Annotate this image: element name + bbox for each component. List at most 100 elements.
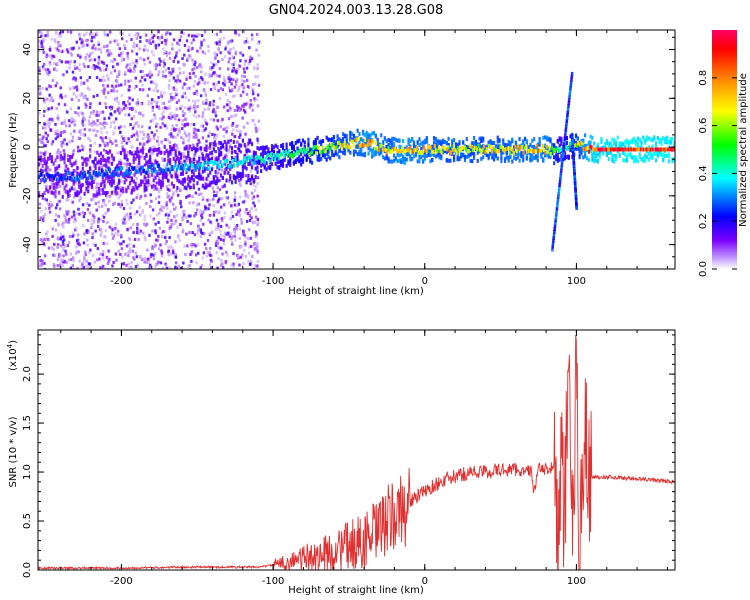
heatmap-noise-cell xyxy=(190,122,193,126)
heatmap-noise-cell xyxy=(167,83,171,87)
heatmap-halo-cell xyxy=(307,150,310,155)
heatmap-track-cell xyxy=(459,148,462,153)
heatmap-noise-cell xyxy=(160,35,164,39)
heatmap-streak-cell xyxy=(565,118,569,123)
heatmap-noise-cell xyxy=(113,126,117,130)
heatmap-track-cell xyxy=(190,162,193,167)
heatmap-halo-cell xyxy=(270,153,274,158)
heatmap-halo-cell xyxy=(456,156,459,161)
heatmap-noise-cell xyxy=(124,252,127,256)
heatmap-noise-cell xyxy=(48,210,52,214)
heatmap-track-cell xyxy=(492,146,495,151)
heatmap-noise-cell xyxy=(217,236,220,240)
heatmap-halo-cell xyxy=(591,135,594,140)
heatmap-noise-cell xyxy=(172,190,175,194)
heatmap-halo-cell xyxy=(489,151,492,156)
heatmap-halo-cell xyxy=(442,150,445,155)
heatmap-noise-cell xyxy=(242,86,245,90)
heatmap-noise-cell xyxy=(144,194,147,198)
heatmap-halo-cell xyxy=(247,148,250,153)
heatmap-noise-cell xyxy=(207,44,210,48)
heatmap-halo-cell xyxy=(644,138,647,143)
heatmap-noise-cell xyxy=(187,139,190,143)
heatmap-noise-cell xyxy=(48,206,51,210)
heatmap-track-cell xyxy=(222,162,225,167)
heatmap-halo-cell xyxy=(68,188,72,193)
heatmap-noise-cell xyxy=(143,62,147,66)
heatmap-noise-cell xyxy=(194,128,198,132)
heatmap-track-cell xyxy=(235,162,238,167)
heatmap-noise-cell xyxy=(192,183,195,187)
heatmap-noise-cell xyxy=(81,117,85,121)
heatmap-track-cell xyxy=(642,147,645,152)
heatmap-noise-cell xyxy=(43,213,47,217)
heatmap-noise-cell xyxy=(59,49,62,53)
heatmap-streak-cell xyxy=(564,124,568,129)
heatmap-halo-cell xyxy=(290,144,294,149)
heatmap-noise-cell xyxy=(191,195,194,199)
heatmap-halo-cell xyxy=(522,154,525,159)
heatmap-noise-cell xyxy=(126,99,130,103)
heatmap-halo-cell xyxy=(431,144,434,149)
heatmap-noise-cell xyxy=(154,229,157,233)
heatmap-noise-cell xyxy=(235,108,239,112)
heatmap-noise-cell xyxy=(228,51,231,55)
heatmap-noise-cell xyxy=(201,129,204,133)
heatmap-streak-cell xyxy=(551,244,554,249)
heatmap-noise-cell xyxy=(179,35,183,39)
heatmap-halo-cell xyxy=(511,159,514,164)
heatmap-noise-cell xyxy=(201,186,204,190)
heatmap-noise-cell xyxy=(132,115,136,119)
heatmap-halo-cell xyxy=(230,150,234,155)
heatmap-noise-cell xyxy=(171,47,174,51)
heatmap-track-cell xyxy=(560,147,563,152)
heatmap-halo-cell xyxy=(314,148,317,153)
heatmap-track-cell xyxy=(186,164,189,169)
heatmap-noise-cell xyxy=(134,187,137,191)
heatmap-noise-cell xyxy=(201,50,205,54)
heatmap-noise-cell xyxy=(44,207,47,211)
heatmap-noise-cell xyxy=(171,97,174,101)
heatmap-halo-cell xyxy=(187,153,190,158)
heatmap-halo-cell xyxy=(341,146,345,151)
heatmap-noise-cell xyxy=(114,252,118,256)
heatmap-noise-cell xyxy=(141,114,145,118)
heatmap-noise-cell xyxy=(206,250,209,254)
heatmap-track-cell xyxy=(308,152,311,157)
heatmap-streak-cell xyxy=(567,98,571,103)
heatmap-noise-cell xyxy=(107,78,110,82)
heatmap-noise-cell xyxy=(120,235,123,239)
heatmap-noise-cell xyxy=(179,223,182,227)
heatmap-noise-cell xyxy=(200,152,204,156)
heatmap-halo-cell xyxy=(58,173,61,178)
heatmap-noise-cell xyxy=(230,263,233,267)
heatmap-noise-cell xyxy=(234,83,238,87)
heatmap-noise-cell xyxy=(88,262,92,266)
heatmap-halo-cell xyxy=(394,156,397,161)
heatmap-noise-cell xyxy=(249,103,252,107)
heatmap-noise-cell xyxy=(196,232,199,236)
heatmap-noise-cell xyxy=(59,233,63,237)
heatmap-noise-cell xyxy=(131,49,134,53)
heatmap-noise-cell xyxy=(48,98,51,102)
heatmap-track-cell xyxy=(581,141,584,146)
heatmap-noise-cell xyxy=(206,178,210,182)
heatmap-track-cell xyxy=(473,145,476,150)
heatmap-track-cell xyxy=(669,147,672,152)
heatmap-noise-cell xyxy=(77,136,80,140)
heatmap-noise-cell xyxy=(68,62,72,66)
heatmap-noise-cell xyxy=(149,214,152,218)
heatmap-noise-cell xyxy=(209,117,213,121)
heatmap-noise-cell xyxy=(92,220,96,224)
heatmap-streak-cell xyxy=(552,235,555,240)
heatmap-noise-cell xyxy=(213,140,217,144)
heatmap-halo-cell xyxy=(543,135,547,140)
heatmap-halo-cell xyxy=(318,154,321,159)
heatmap-noise-cell xyxy=(220,217,224,221)
heatmap-noise-cell xyxy=(170,196,173,200)
heatmap-halo-cell xyxy=(411,136,414,141)
heatmap-halo-cell xyxy=(303,140,306,145)
heatmap-noise-cell xyxy=(140,57,143,61)
heatmap-noise-cell xyxy=(44,34,47,38)
heatmap-noise-cell xyxy=(113,110,117,114)
